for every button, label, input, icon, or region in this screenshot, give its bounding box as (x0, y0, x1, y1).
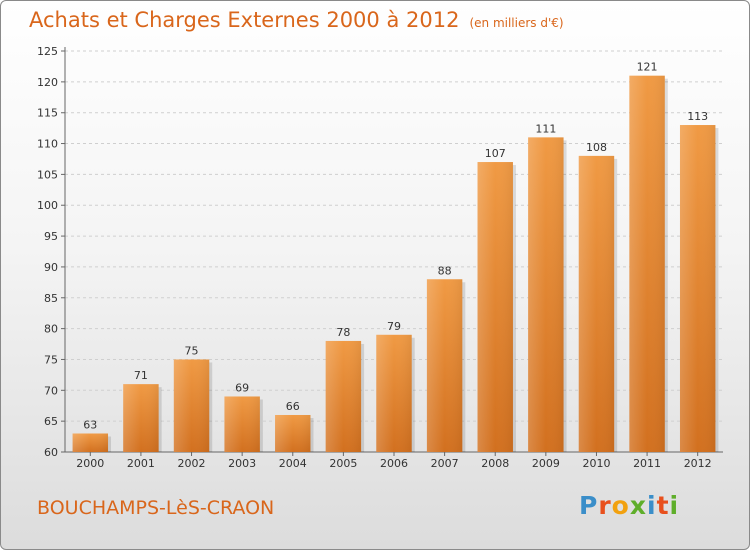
y-tick-label: 65 (44, 415, 58, 428)
x-tick-label: 2006 (380, 457, 408, 470)
y-tick-label: 125 (37, 45, 58, 58)
y-tick-label: 115 (37, 107, 58, 120)
x-tick-label: 2012 (684, 457, 712, 470)
bar-value-label: 66 (286, 400, 300, 413)
y-tick-label: 90 (44, 261, 58, 274)
bar-highlight (123, 384, 159, 452)
y-tick-label: 95 (44, 230, 58, 243)
chart-unit: (en milliers d'€) (469, 16, 564, 30)
chart-title-text: Achats et Charges Externes 2000 à 2012 (29, 8, 460, 32)
logo-letter: o (611, 491, 630, 520)
logo-letter: t (656, 491, 670, 520)
x-tick-label: 2003 (228, 457, 256, 470)
y-tick-label: 85 (44, 292, 58, 305)
bar-highlight (629, 75, 665, 452)
x-tick-label: 2001 (127, 457, 155, 470)
y-tick-label: 120 (37, 76, 58, 89)
x-tick-label: 2010 (582, 457, 610, 470)
city-name: BOUCHAMPS-LèS-CRAON (37, 497, 275, 519)
bar-highlight (528, 137, 564, 452)
x-tick-label: 2011 (633, 457, 661, 470)
bar-highlight (477, 162, 513, 453)
x-tick-label: 2004 (279, 457, 307, 470)
x-tick-label: 2005 (329, 457, 357, 470)
bar-highlight (325, 340, 362, 452)
axes: 60 65 70 75 80 85 90 95 100 105 110 115 120 125 2000 20… (37, 45, 723, 470)
bar-value-label: 69 (235, 381, 249, 394)
bar-value-label: 71 (134, 369, 148, 382)
bar-value-label: 113 (687, 110, 708, 123)
bar-highlight (72, 433, 109, 452)
bar-value-label: 88 (438, 264, 452, 277)
bar-value-label: 121 (637, 61, 658, 74)
x-tick-label: 2007 (431, 457, 459, 470)
y-tick-label: 60 (44, 446, 58, 459)
x-tick-label: 2008 (481, 457, 509, 470)
chart-title: Achats et Charges Externes 2000 à 2012 (e… (29, 8, 564, 32)
bar-value-label: 108 (586, 141, 607, 154)
y-tick-label: 70 (44, 384, 58, 397)
x-tick-label: 2009 (532, 457, 560, 470)
bar-highlight (173, 359, 210, 452)
y-tick-label: 100 (37, 199, 58, 212)
bars (72, 75, 719, 453)
logo-letter: P (579, 491, 599, 520)
bar-value-label: 78 (336, 326, 350, 339)
bar-value-label: 75 (185, 344, 199, 357)
x-tick-label: 2000 (76, 457, 104, 470)
data-labels: 63 71 75 69 66 78 79 88 107 111 108 121 113 (83, 61, 708, 432)
bar-highlight (426, 279, 463, 452)
bar-value-label: 107 (485, 147, 506, 160)
y-tick-label: 110 (37, 138, 58, 151)
logo-letter: r (598, 491, 612, 520)
proxiti-logo: Proxiti (579, 491, 679, 520)
bar-value-label: 79 (387, 320, 401, 333)
bar-highlight (679, 125, 716, 453)
bar-highlight (578, 155, 615, 452)
bar-highlight (376, 334, 412, 452)
bar-highlight (275, 414, 311, 452)
y-tick-label: 80 (44, 323, 58, 336)
bar-value-label: 111 (535, 122, 556, 135)
bar-highlight (224, 396, 260, 452)
logo-letter: x (629, 491, 647, 520)
y-tick-label: 105 (37, 168, 58, 181)
bar-value-label: 63 (83, 418, 97, 431)
logo-letter: i (669, 491, 680, 520)
x-tick-label: 2002 (178, 457, 206, 470)
y-tick-label: 75 (44, 353, 58, 366)
logo-letter: i (647, 491, 657, 520)
